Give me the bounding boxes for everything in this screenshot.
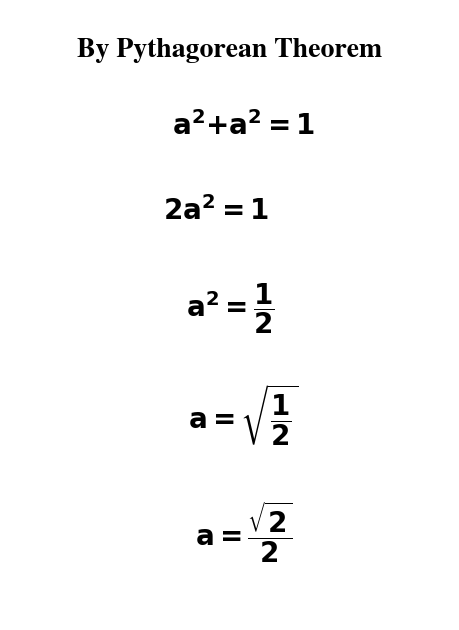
Text: By Pythagorean Theorem: By Pythagorean Theorem xyxy=(77,38,382,63)
Text: $\mathbf{a^2{+}a^2{=}1}$: $\mathbf{a^2{+}a^2{=}1}$ xyxy=(172,111,315,141)
Text: $\mathbf{a{=}\sqrt{\dfrac{1}{2}}}$: $\mathbf{a{=}\sqrt{\dfrac{1}{2}}}$ xyxy=(188,383,299,449)
Text: $\mathbf{2a^2{=}1}$: $\mathbf{2a^2{=}1}$ xyxy=(163,196,269,226)
Text: $\mathbf{a{=}\dfrac{\sqrt{2}}{2}}$: $\mathbf{a{=}\dfrac{\sqrt{2}}{2}}$ xyxy=(195,500,292,565)
Text: $\mathbf{a^2{=}\dfrac{1}{2}}$: $\mathbf{a^2{=}\dfrac{1}{2}}$ xyxy=(185,282,274,336)
